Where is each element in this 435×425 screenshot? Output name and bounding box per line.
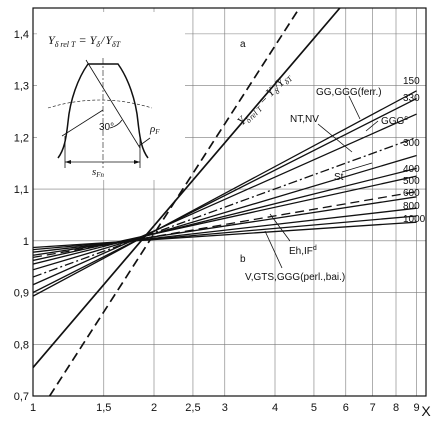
y-tick-label: 0,8: [14, 339, 29, 351]
right-label: 1000: [403, 214, 426, 225]
series-line: [33, 154, 417, 271]
sfn-arrow-left: [65, 160, 71, 164]
series-line: [33, 196, 417, 256]
right-label: 800: [403, 201, 420, 212]
y-tick-label: 1,2: [14, 132, 29, 144]
y-tick-label: 0,9: [14, 288, 29, 300]
tick-labels: 1 1,5 2 2,5 3 4 5 6 7 8 9 0,7 0,8 0,9 1 1,1 1,2 1,3 1,4: [14, 29, 420, 414]
right-label: 500: [403, 176, 420, 187]
annotations: [264, 95, 379, 269]
right-label: 330: [403, 93, 420, 104]
annotation-st: St: [334, 172, 344, 183]
x-tick-label: 1,5: [96, 402, 111, 414]
inset-sketch: Yδ rel T = Yδ/YδT 30° sFn ρF: [37, 12, 185, 180]
annotation-eh-if: Eh,IFd: [289, 245, 317, 257]
annotation-nt-nv: NT,NV: [290, 114, 319, 125]
tangent-30-left: [61, 109, 104, 137]
annotation-b: b: [240, 254, 246, 265]
x-axis-label: X: [421, 403, 431, 419]
series-line: [33, 215, 417, 251]
x-tick-label: 8: [393, 402, 399, 414]
x-tick-label: 5: [311, 402, 317, 414]
right-label: 300: [403, 138, 420, 149]
rho-leader: [138, 137, 151, 147]
series-line: [33, 113, 417, 286]
inset-formula: Yδ rel T = Yδ/YδT: [48, 33, 121, 49]
series-line: [33, 90, 417, 297]
y-tick-label: 1: [23, 236, 29, 248]
series-line: [48, 8, 301, 396]
sfn-arrow-right: [134, 160, 140, 164]
series-line: [33, 97, 417, 294]
series-layer: [33, 8, 417, 396]
y-tick-label: 1,4: [14, 29, 29, 41]
right-labels: 150 330 300 400 500 600 800 1000: [403, 76, 426, 225]
annotation-v-gts: V,GTS,GGG(perl.,bai.): [245, 272, 345, 283]
annotation-a: a: [240, 39, 246, 50]
plot-frame: [32, 7, 427, 397]
series-line: [33, 167, 417, 265]
x-tick-label: 1: [30, 402, 36, 414]
series-line: [33, 136, 417, 278]
angle-arc: [109, 119, 123, 129]
annotation-ggg: GGGc: [381, 115, 408, 127]
x-tick-label: 2: [151, 402, 157, 414]
tooth-base-arc: [47, 99, 153, 109]
right-label: 150: [403, 76, 420, 87]
angle-label: 30°: [99, 122, 114, 133]
annotation-gg: GG,GGG(ferr.): [316, 87, 382, 98]
right-label: 600: [403, 188, 420, 199]
rho-label: ρF: [149, 123, 160, 136]
x-tick-label: 9: [413, 402, 419, 414]
series-line: [33, 191, 417, 258]
series-line: [33, 221, 417, 249]
x-tick-label: 2,5: [185, 402, 200, 414]
x-tick-label: 3: [222, 402, 228, 414]
y-tick-label: 1,1: [14, 184, 29, 196]
rotated-formula: Yδrel T=Yδ/YδT: [234, 69, 295, 130]
x-tick-label: 4: [272, 402, 278, 414]
sfn-label: sFn: [92, 166, 105, 179]
series-line: [33, 207, 417, 253]
tangent-30-right: [85, 59, 141, 149]
x-tick-label: 7: [370, 402, 376, 414]
series-line: [33, 8, 341, 369]
y-tick-label: 1,3: [14, 81, 29, 93]
y-tick-label: 0,7: [14, 391, 29, 403]
x-tick-label: 6: [343, 402, 349, 414]
right-label: 400: [403, 164, 420, 175]
